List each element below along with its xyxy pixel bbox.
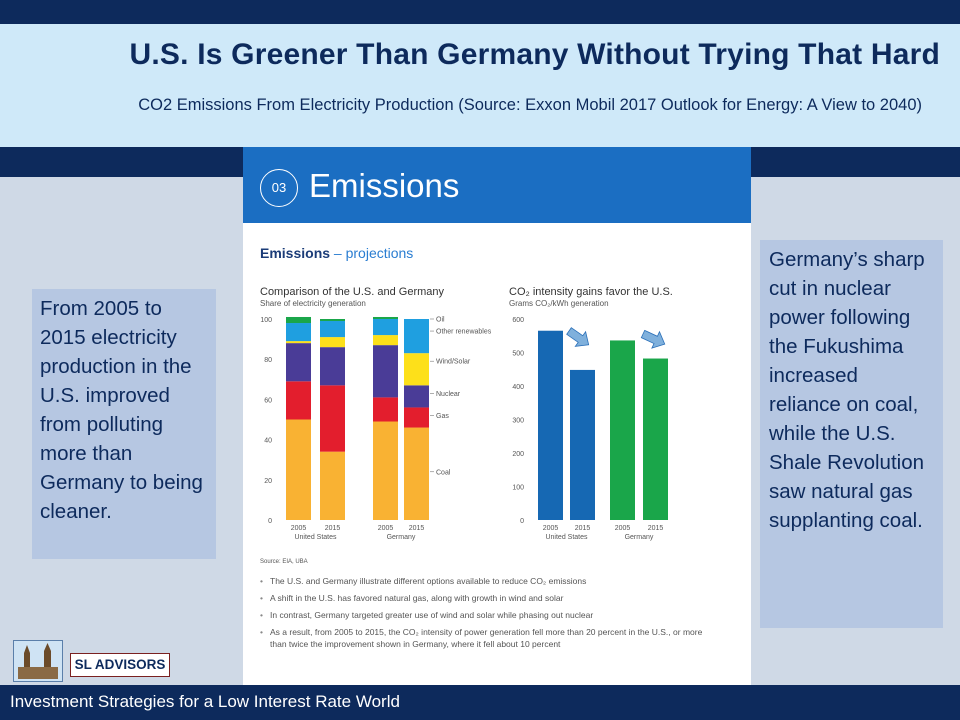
logo-text: SL ADVISORS <box>70 653 170 677</box>
footer-tagline: Investment Strategies for a Low Interest… <box>10 692 400 711</box>
y-tick-label: 0 <box>520 518 524 525</box>
y-tick-label: 600 <box>512 317 524 324</box>
y-tick-label: 40 <box>264 438 272 445</box>
section-title: Emissions <box>309 167 460 204</box>
bar-segment <box>404 407 429 428</box>
group-label: Germany <box>387 534 416 541</box>
x-tick-label: 2005 <box>615 525 631 532</box>
bar <box>570 369 595 520</box>
subhead-bold: Emissions <box>260 245 331 261</box>
sl-advisors-logo: SL ADVISORS <box>13 640 171 682</box>
bar-segment <box>286 381 311 420</box>
bullet-item: As a result, from 2005 to 2015, the CO₂ … <box>260 626 720 650</box>
bar-segment <box>404 319 429 354</box>
bottom-bar <box>0 685 960 720</box>
bar-segment <box>373 345 398 398</box>
bar-segment <box>320 451 345 520</box>
bar-segment <box>320 321 345 338</box>
bar-segment <box>373 421 398 520</box>
bar-segment <box>320 385 345 452</box>
x-tick-label: 2015 <box>325 525 341 532</box>
top-bar <box>0 0 960 24</box>
legend-label: Oil <box>436 317 445 324</box>
y-tick-label: 0 <box>268 518 272 525</box>
legend-label: Wind/Solar <box>436 359 471 366</box>
bullet-item: In contrast, Germany targeted greater us… <box>260 609 720 621</box>
logo-image <box>13 640 63 682</box>
bar <box>643 358 668 520</box>
y-tick-label: 20 <box>264 478 272 485</box>
bar-segment <box>286 341 311 344</box>
legend-label: Coal <box>436 469 451 476</box>
panel-subhead: Emissions – projections <box>260 245 413 261</box>
bar-segment <box>320 347 345 386</box>
chart2-title: CO₂ intensity gains favor the U.S. <box>509 286 673 298</box>
y-tick-label: 80 <box>264 357 272 364</box>
bar-segment <box>373 319 398 336</box>
x-tick-label: 2005 <box>291 525 307 532</box>
y-tick-label: 300 <box>512 418 524 425</box>
chart1-stacked-bars: 0 20 40 60 80 100 2005 2015 2005 2015 United State… <box>260 317 491 542</box>
y-tick-label: 100 <box>512 485 524 492</box>
bar-segment <box>320 319 345 322</box>
x-tick-label: 2015 <box>409 525 425 532</box>
x-tick-label: 2005 <box>543 525 559 532</box>
x-tick-label: 2015 <box>648 525 664 532</box>
chart1-ylabel: Share of electricity generation <box>260 299 366 308</box>
bar-segment <box>286 419 311 520</box>
bar-segment <box>320 337 345 348</box>
subhead-rest: – projections <box>330 245 414 261</box>
y-tick-label: 100 <box>260 317 272 324</box>
y-tick-label: 500 <box>512 351 524 358</box>
bullet-list: The U.S. and Germany illustrate differen… <box>260 575 720 655</box>
charts-svg: Comparison of the U.S. and Germany Share… <box>260 286 673 565</box>
trend-arrow-icon <box>640 329 666 349</box>
section-number-badge: 03 <box>260 169 298 207</box>
left-note: From 2005 to 2015 electricity production… <box>32 289 216 559</box>
source-note: Source: EIA, UBA <box>260 559 308 565</box>
title-band <box>0 24 960 147</box>
group-label: Germany <box>625 534 654 541</box>
panel-header: 03 Emissions <box>243 147 751 223</box>
chart1-title: Comparison of the U.S. and Germany <box>260 286 445 298</box>
bar-segment <box>286 316 311 324</box>
slide-subtitle: CO2 Emissions From Electricity Productio… <box>138 96 922 114</box>
slide-title: U.S. Is Greener Than Germany Without Try… <box>129 38 940 71</box>
emissions-panel: 03 Emissions Emissions – projections Com… <box>243 147 751 687</box>
chart2-intensity-bars: 0 100 200 300 400 500 600 2005 2015 2005 2015 Unite… <box>512 317 668 541</box>
bar-segment <box>373 397 398 422</box>
bar-segment <box>404 427 429 520</box>
legend-label: Other renewables <box>436 329 492 336</box>
bar-segment <box>404 353 429 386</box>
y-tick-label: 200 <box>512 451 524 458</box>
trend-arrow-icon <box>566 327 590 347</box>
legend-label: Gas <box>436 413 449 420</box>
bullet-item: A shift in the U.S. has favored natural … <box>260 592 720 604</box>
group-label: United States <box>545 534 588 541</box>
bar-segment <box>373 316 398 319</box>
bar-segment <box>404 385 429 408</box>
right-note: Germany’s sharp cut in nuclear power fol… <box>760 240 943 628</box>
bar-segment <box>286 343 311 382</box>
legend-label: Nuclear <box>436 391 461 398</box>
bar <box>610 340 635 520</box>
y-tick-label: 60 <box>264 397 272 404</box>
chart2-ylabel: Grams CO₂/kWh generation <box>509 299 609 308</box>
bullet-item: The U.S. and Germany illustrate differen… <box>260 575 720 587</box>
bar-segment <box>286 323 311 342</box>
y-tick-label: 400 <box>512 384 524 391</box>
bar <box>538 330 563 520</box>
x-tick-label: 2015 <box>575 525 591 532</box>
group-label: United States <box>294 534 337 541</box>
x-tick-label: 2005 <box>378 525 394 532</box>
bar-segment <box>373 335 398 346</box>
